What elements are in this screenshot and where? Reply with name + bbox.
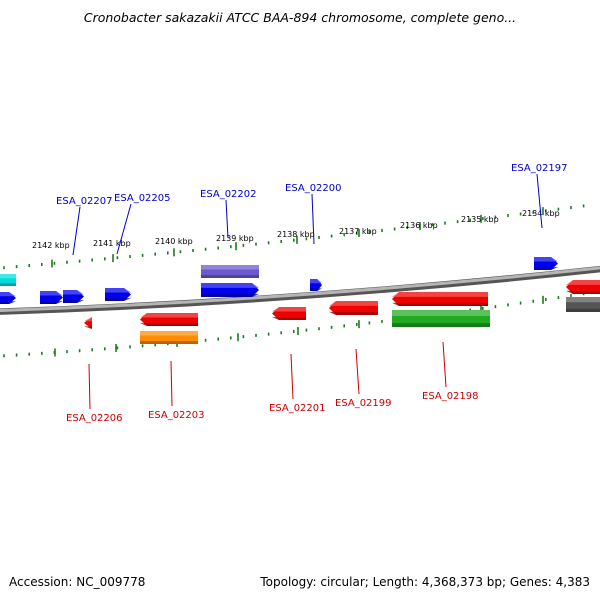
forward-gene-label[interactable]: ESA_02205 [114,193,171,255]
forward-gene-label[interactable]: ESA_02200 [285,183,342,245]
gene-label-text: ESA_02205 [114,193,171,204]
leader-line [88,363,91,410]
ESA_02201-feature-highlight [272,307,306,312]
blue-feature-highlight [0,292,16,297]
ESA_02202-feature-shadow [201,275,259,278]
ESA_02206-feature-shadow [84,326,92,329]
ESA_02199-feature-highlight [329,301,378,306]
ESA_02206-feature-highlight [84,317,92,322]
reverse-gene-label[interactable]: ESA_02198 [422,341,479,402]
ESA_02197-feature[interactable] [534,257,558,270]
forward-gene-label[interactable]: ESA_02197 [511,163,568,229]
blue-feature[interactable] [201,283,259,297]
leader-line [442,341,447,388]
blue-feature-shadow [105,298,131,301]
gene-label-text: ESA_02199 [335,398,392,409]
ESA_02198-feature-shadow [392,323,490,327]
forward-gene-label[interactable]: ESA_02207 [56,196,113,256]
blue-feature[interactable] [63,290,84,303]
page-title: Cronobacter sakazakii ATCC BAA-894 chrom… [83,10,517,25]
blue-feature-shadow [201,293,259,297]
gene-label-text: ESA_02203 [148,410,205,421]
reverse-gene-label[interactable]: ESA_02203 [148,360,205,421]
tick-label: 2139 kbp [216,234,254,243]
tick-label: 2140 kbp [155,237,193,246]
ESA_02199-feature-shadow [329,311,378,315]
leader-line [536,173,543,229]
tick-label: 2135 kbp [461,215,499,224]
red-feature[interactable] [140,313,198,326]
genome-backbone-highlight [0,266,600,312]
gene-label-text: ESA_02202 [200,189,257,200]
cyan-feature-shadow [0,283,16,286]
red-feature[interactable] [392,292,488,306]
tick-label: 2141 kbp [93,239,131,248]
ESA_02206-feature[interactable] [84,317,92,329]
ESA_02203-feature-highlight [140,331,198,336]
tick-label: 2136 kbp [400,221,438,230]
ESA_02201-feature-shadow [272,317,306,320]
ESA_02202-feature-highlight [201,265,259,270]
topology-text: Topology: circular; Length: 4,368,373 bp… [260,575,590,589]
ESA_02200-feature[interactable] [310,279,322,291]
genome-backbone [0,265,600,315]
leader-line [355,348,360,395]
gene-label-text: ESA_02207 [56,196,113,207]
blue-feature-shadow [0,301,16,304]
gene-label-text: ESA_02201 [269,403,326,414]
leader-line [311,193,315,245]
ESA_02199-feature[interactable] [329,301,378,315]
ESA_02200-feature-shadow [310,288,322,291]
tick-label: 2138 kbp [277,230,315,239]
gene-label-text: ESA_02200 [285,183,342,194]
tick-label: 2137 kbp [339,227,377,236]
reverse-gene-label[interactable]: ESA_02199 [335,348,392,409]
red-feature[interactable] [566,280,600,294]
red-feature-highlight [140,313,198,318]
tick-label: 2142 kbp [32,241,70,250]
blue-feature-shadow [63,300,84,303]
blue-feature-highlight [105,288,131,293]
leader-line [116,203,132,255]
blue-feature-highlight [40,291,63,296]
gene-label-text: ESA_02198 [422,391,479,402]
ESA_02203-feature-shadow [140,341,198,344]
gene-label-text: ESA_02197 [511,163,568,174]
red-feature-shadow [566,290,600,294]
forward-gene-label[interactable]: ESA_02202 [200,189,257,239]
accession-text: Accession: NC_009778 [9,575,146,589]
red-feature-highlight [392,292,488,297]
gene-label-text: ESA_02206 [66,413,123,424]
leader-line [170,360,173,407]
blue-feature-highlight [201,283,259,288]
leader-line [72,206,81,256]
leader-line [225,199,229,239]
gray-feature-shadow [566,308,600,312]
leader-line [290,353,294,400]
ESA_02200-feature-highlight [310,279,322,284]
ESA_02202-feature[interactable] [201,265,259,278]
ESA_02197-feature-shadow [534,267,558,270]
blue-feature[interactable] [105,288,131,301]
blue-feature[interactable] [0,292,16,304]
reverse-gene-label[interactable]: ESA_02201 [269,353,326,414]
ESA_02201-feature[interactable] [272,307,306,320]
gray-feature[interactable] [566,297,600,312]
blue-feature[interactable] [40,291,63,304]
blue-feature-highlight [63,290,84,295]
ESA_02198-feature-highlight [392,310,490,316]
blue-feature-shadow [40,301,63,304]
red-feature-highlight [566,280,600,285]
red-feature-shadow [140,323,198,326]
cyan-feature-highlight [0,274,16,279]
cyan-feature[interactable] [0,274,16,286]
ESA_02203-feature[interactable] [140,331,198,344]
red-feature-shadow [392,302,488,306]
reverse-gene-label[interactable]: ESA_02206 [66,363,123,424]
ESA_02198-feature[interactable] [392,310,490,327]
ESA_02197-feature-highlight [534,257,558,262]
gray-feature-highlight [566,297,600,303]
